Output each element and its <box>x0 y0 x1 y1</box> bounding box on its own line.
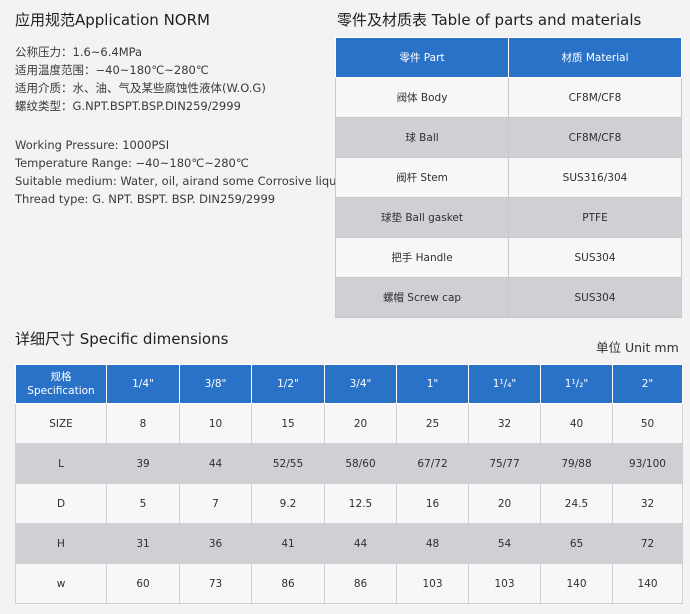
cell: 140 <box>540 563 613 604</box>
size-header: 1/2" <box>251 364 325 404</box>
part-name: 阀杆 Stem <box>335 157 509 198</box>
size-header: 1¹/₂" <box>540 364 613 404</box>
table-row: 把手 Handle SUS304 <box>335 237 682 278</box>
row-label: D <box>15 483 107 524</box>
cell: 67/72 <box>396 443 469 484</box>
cell: 20 <box>468 483 541 524</box>
cell: 36 <box>179 523 252 564</box>
cell: 44 <box>179 443 252 484</box>
table-row: 螺帽 Screw cap SUS304 <box>335 277 682 318</box>
cell: 86 <box>251 563 325 604</box>
cell: 31 <box>106 523 180 564</box>
dimensions-header-row: 规格 Specification 1/4" 3/8" 1/2" 3/4" 1" … <box>15 364 683 404</box>
part-material: CF8M/CF8 <box>508 77 682 118</box>
cell: 32 <box>468 403 541 444</box>
cell: 54 <box>468 523 541 564</box>
cell: 20 <box>324 403 397 444</box>
parts-title: 零件及材质表 Table of parts and materials <box>337 11 642 29</box>
cell: 15 <box>251 403 325 444</box>
table-row: H 31 36 41 44 48 54 65 72 <box>15 523 683 564</box>
table-row: D 5 7 9.2 12.5 16 20 24.5 32 <box>15 483 683 524</box>
row-label: w <box>15 563 107 604</box>
cell: 44 <box>324 523 397 564</box>
cell: 65 <box>540 523 613 564</box>
cell: 79/88 <box>540 443 613 484</box>
cell: 24.5 <box>540 483 613 524</box>
cell: 103 <box>468 563 541 604</box>
unit-label: 单位 Unit mm <box>596 340 679 355</box>
cell: 93/100 <box>612 443 683 484</box>
parts-header-part: 零件 Part <box>335 37 509 78</box>
part-material: SUS316/304 <box>508 157 682 198</box>
row-label: SIZE <box>15 403 107 444</box>
cell: 10 <box>179 403 252 444</box>
parts-header-material: 材质 Material <box>508 37 682 78</box>
spec-header-cn: 规格 <box>50 371 72 383</box>
spec-line-pressure-en: Working Pressure: 1000PSI <box>15 138 170 152</box>
parts-table: 零件 Part 材质 Material 阀体 Body CF8M/CF8 球 B… <box>335 37 682 318</box>
cell: 52/55 <box>251 443 325 484</box>
size-header: 3/4" <box>324 364 397 404</box>
size-header: 1/4" <box>106 364 180 404</box>
table-row: L 39 44 52/55 58/60 67/72 75/77 79/88 93… <box>15 443 683 484</box>
row-label: L <box>15 443 107 484</box>
spec-line-medium-en: Suitable medium: Water, oil, airand some… <box>15 174 347 188</box>
part-name: 阀体 Body <box>335 77 509 118</box>
part-name: 把手 Handle <box>335 237 509 278</box>
part-material: SUS304 <box>508 237 682 278</box>
dimensions-table: 规格 Specification 1/4" 3/8" 1/2" 3/4" 1" … <box>15 364 683 604</box>
application-cn-specs: 公称压力：1.6~6.4MPa 适用温度范围：−40~180℃~280℃ 适用介… <box>15 43 266 115</box>
size-header: 2" <box>612 364 683 404</box>
spec-line-thread-en: Thread type: G. NPT. BSPT. BSP. DIN259/2… <box>15 192 276 206</box>
cell: 25 <box>396 403 469 444</box>
cell: 48 <box>396 523 469 564</box>
table-row: SIZE 8 10 15 20 25 32 40 50 <box>15 403 683 444</box>
cell: 39 <box>106 443 180 484</box>
cell: 58/60 <box>324 443 397 484</box>
part-name: 球 Ball <box>335 117 509 158</box>
cell: 41 <box>251 523 325 564</box>
cell: 40 <box>540 403 613 444</box>
cell: 140 <box>612 563 683 604</box>
size-header: 1" <box>396 364 469 404</box>
cell: 32 <box>612 483 683 524</box>
part-name: 螺帽 Screw cap <box>335 277 509 318</box>
cell: 5 <box>106 483 180 524</box>
cell: 72 <box>612 523 683 564</box>
parts-header-row: 零件 Part 材质 Material <box>335 37 682 78</box>
part-name: 球垫 Ball gasket <box>335 197 509 238</box>
cell: 7 <box>179 483 252 524</box>
table-row: 阀杆 Stem SUS316/304 <box>335 157 682 198</box>
table-row: 球垫 Ball gasket PTFE <box>335 197 682 238</box>
application-title: 应用规范Application NORM <box>15 11 210 29</box>
spec-line-medium-cn: 适用介质：水、油、气及某些腐蚀性液体(W.O.G) <box>15 81 266 95</box>
table-row: 球 Ball CF8M/CF8 <box>335 117 682 158</box>
spec-line-temperature-en: Temperature Range: −40~180℃~280℃ <box>15 156 249 170</box>
cell: 75/77 <box>468 443 541 484</box>
cell: 9.2 <box>251 483 325 524</box>
table-row: w 60 73 86 86 103 103 140 140 <box>15 563 683 604</box>
spec-line-temperature-cn: 适用温度范围：−40~180℃~280℃ <box>15 63 209 77</box>
spec-header-en: Specification <box>27 385 95 397</box>
cell: 16 <box>396 483 469 524</box>
spec-line-thread-cn: 螺纹类型：G.NPT.BSPT.BSP.DIN259/2999 <box>15 99 241 113</box>
dimensions-title: 详细尺寸 Specific dimensions <box>15 330 229 348</box>
size-header: 1¹/₄" <box>468 364 541 404</box>
spec-line-pressure-cn: 公称压力：1.6~6.4MPa <box>15 45 143 59</box>
application-en-specs: Working Pressure: 1000PSI Temperature Ra… <box>15 136 347 208</box>
part-material: CF8M/CF8 <box>508 117 682 158</box>
cell: 86 <box>324 563 397 604</box>
cell: 103 <box>396 563 469 604</box>
cell: 12.5 <box>324 483 397 524</box>
row-label: H <box>15 523 107 564</box>
table-row: 阀体 Body CF8M/CF8 <box>335 77 682 118</box>
cell: 73 <box>179 563 252 604</box>
cell: 50 <box>612 403 683 444</box>
cell: 8 <box>106 403 180 444</box>
part-material: SUS304 <box>508 277 682 318</box>
spec-header-cell: 规格 Specification <box>15 364 107 404</box>
size-header: 3/8" <box>179 364 252 404</box>
part-material: PTFE <box>508 197 682 238</box>
cell: 60 <box>106 563 180 604</box>
